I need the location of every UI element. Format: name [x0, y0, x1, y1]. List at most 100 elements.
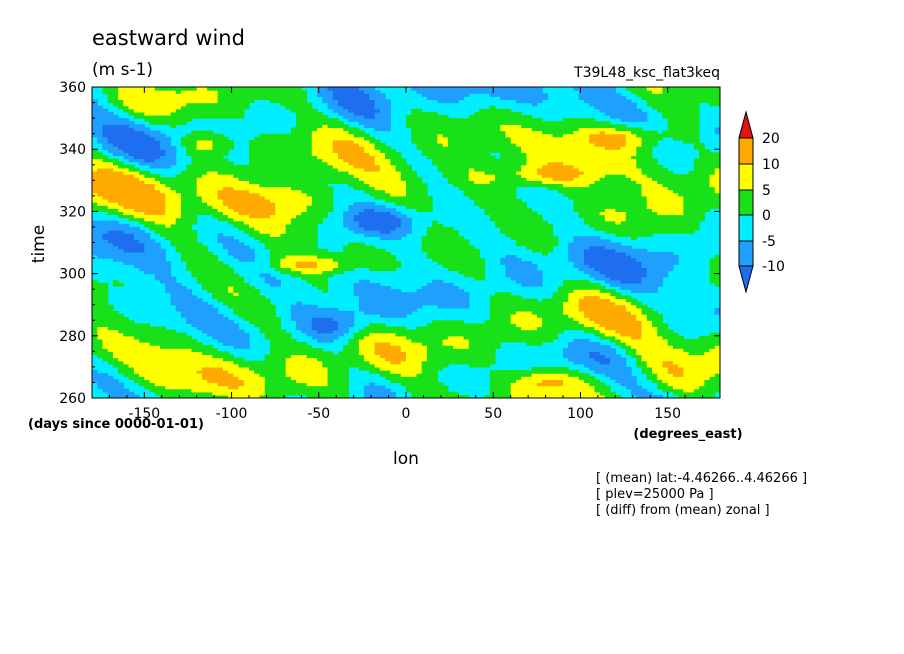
field-cell — [594, 332, 606, 337]
field-cell — [97, 254, 166, 259]
field-cell — [311, 317, 334, 321]
field-cell — [343, 114, 365, 119]
field-cell — [264, 279, 281, 284]
field-cell — [92, 335, 98, 340]
field-cell — [311, 142, 334, 147]
x-tick-label: 100 — [567, 406, 594, 422]
field-cell — [683, 373, 716, 377]
field-cell — [107, 326, 166, 331]
field-cell — [411, 394, 470, 398]
field-cell — [102, 357, 119, 362]
field-cell — [374, 186, 407, 191]
field-cell — [662, 335, 684, 340]
field-cell — [343, 245, 376, 250]
field-cell — [123, 360, 234, 365]
field-cell — [437, 99, 459, 104]
field-cell — [604, 273, 648, 278]
field-cell — [118, 329, 177, 334]
field-cell — [568, 298, 580, 303]
field-cell — [149, 133, 166, 138]
field-cell — [589, 183, 643, 188]
field-cell — [604, 111, 648, 116]
field-cell — [379, 167, 397, 172]
field-cell — [568, 248, 585, 253]
field-cell — [269, 264, 281, 268]
field-cell — [651, 90, 664, 94]
field-cell — [364, 354, 381, 359]
field-cell — [568, 245, 590, 250]
field-cell — [233, 292, 240, 296]
field-cell — [118, 164, 135, 169]
field-cell — [599, 391, 616, 396]
field-cell — [683, 366, 720, 371]
field-cell — [128, 217, 145, 222]
field-cell — [395, 332, 559, 337]
field-cell — [563, 379, 585, 384]
field-cell — [484, 208, 533, 212]
field-cell — [411, 127, 501, 132]
field-cell — [594, 142, 627, 147]
field-cell — [400, 345, 428, 349]
field-cell — [133, 335, 193, 340]
field-cell — [699, 152, 720, 157]
field-cell — [374, 363, 423, 368]
field-cell — [133, 214, 182, 219]
field-cell — [207, 87, 302, 91]
field-cell — [709, 332, 720, 337]
field-cell — [468, 338, 554, 343]
y-tick-label: 300 — [59, 267, 86, 283]
field-cell — [343, 127, 360, 132]
field-cell — [406, 189, 428, 194]
field-cell — [175, 307, 219, 312]
field-cell — [468, 363, 491, 368]
field-cell — [432, 161, 527, 166]
field-cell — [641, 279, 664, 284]
field-cell — [201, 329, 245, 334]
colorbar: -10 -5 0 5 10 20 — [738, 110, 785, 294]
field-cell — [332, 329, 350, 334]
field-cell — [280, 258, 334, 262]
field-cell — [160, 233, 198, 237]
field-cell — [667, 366, 684, 371]
field-cell — [165, 289, 193, 293]
field-cell — [217, 96, 308, 101]
field-cell — [631, 335, 643, 340]
field-cell — [400, 170, 418, 175]
field-cell — [489, 310, 517, 315]
field-cell — [662, 183, 711, 188]
field-cell — [594, 385, 611, 390]
field-cell — [306, 208, 334, 212]
field-cell — [641, 320, 653, 324]
field-cell — [489, 379, 517, 384]
field-cell — [165, 198, 182, 203]
field-cell — [311, 146, 334, 150]
field-cell — [385, 189, 407, 194]
field-cell — [589, 273, 606, 278]
field-cell — [563, 382, 590, 387]
field-cell — [92, 105, 104, 110]
field-cell — [699, 155, 720, 160]
field-cell — [186, 317, 229, 321]
field-cell — [92, 301, 109, 306]
field-cell — [128, 158, 145, 163]
field-cell — [646, 205, 684, 209]
field-cell — [610, 376, 637, 380]
field-cell — [301, 329, 318, 334]
field-cell — [369, 360, 391, 365]
field-cell — [453, 183, 564, 188]
field-cell — [641, 142, 658, 147]
field-cell — [704, 351, 720, 356]
field-cell — [348, 161, 376, 166]
field-cell — [631, 254, 679, 259]
field-cell — [709, 376, 720, 380]
field-cell — [709, 180, 720, 185]
field-cell — [139, 338, 198, 343]
field-cell — [353, 139, 370, 144]
field-cell — [233, 286, 255, 290]
field-cell — [641, 307, 653, 312]
field-cell — [573, 338, 590, 343]
field-cell — [646, 373, 658, 377]
field-cell — [667, 124, 700, 129]
field-cell — [296, 379, 329, 384]
field-cell — [395, 164, 412, 169]
